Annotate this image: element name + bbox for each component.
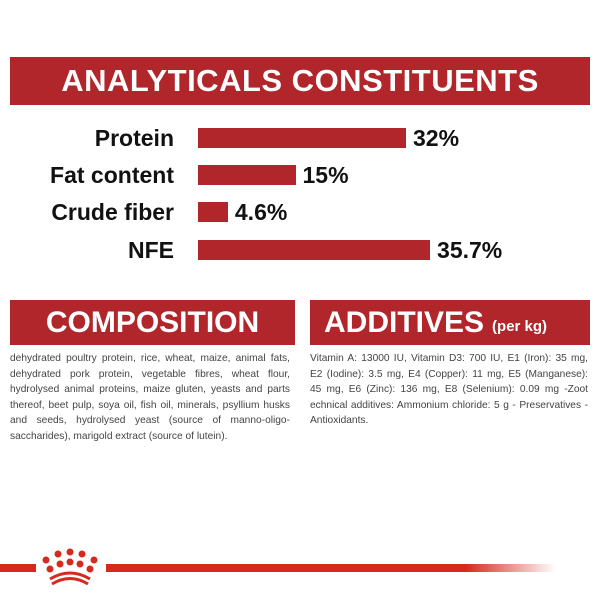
composition-banner: COMPOSITION [10, 300, 295, 345]
value-label: 32% [413, 125, 460, 151]
footer-line-right [106, 564, 556, 572]
composition-title: COMPOSITION [45, 305, 260, 339]
additives-subtitle: (per kg) [492, 318, 548, 335]
value-label: 4.6% [234, 199, 288, 225]
crown-icon [42, 548, 98, 586]
category-label: Protein [94, 125, 174, 151]
composition-text: dehydrated poultry protein, rice, wheat,… [10, 353, 290, 442]
footer-line-left [0, 564, 36, 572]
category-label: NFE [128, 237, 174, 263]
category-label: Crude fiber [51, 199, 174, 225]
value-label: 15% [302, 162, 349, 188]
value-label: 35.7% [437, 237, 503, 263]
analytical-constituents-banner: ANALYTICALS CONSTITUENTS [10, 57, 590, 105]
additives-banner: ADDITIVES (per kg) [310, 300, 590, 345]
additives-text: Vitamin A: 13000 IU, Vitamin D3: 700 IU,… [310, 353, 588, 427]
bar [198, 165, 296, 185]
analytical-title: ANALYTICALS CONSTITUENTS [61, 63, 539, 98]
category-label: Fat content [50, 162, 174, 188]
bar [198, 128, 406, 148]
bar [198, 240, 431, 260]
bar [198, 202, 228, 222]
additives-title: ADDITIVES [324, 305, 485, 339]
